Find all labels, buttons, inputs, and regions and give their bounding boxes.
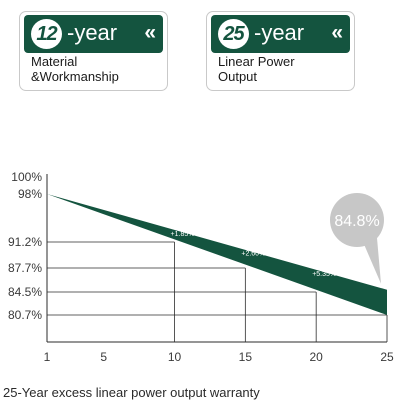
y-tick-label: 98% (18, 187, 42, 201)
y-tick-label: 100% (11, 170, 42, 184)
y-tick-label: 80.7% (8, 308, 42, 322)
warranty-badge-power: 25 -year « Linear Power Output (206, 11, 355, 91)
x-tick-label: 15 (239, 350, 253, 364)
double-chevron-left-icon: « (144, 21, 156, 44)
badge-description: Material &Workmanship (31, 54, 119, 84)
warranty-badge-material: 12 -year « Material &Workmanship (19, 11, 168, 91)
x-tick-label: 5 (100, 350, 107, 364)
delta-annotation: +1.85% (171, 231, 195, 238)
delta-annotation: +5.35% (312, 271, 336, 278)
callout-pointer (363, 238, 381, 284)
badge-description: Linear Power Output (218, 54, 295, 84)
y-tick-label: 91.2% (8, 235, 42, 249)
year-number-circle: 12 (31, 19, 62, 49)
x-tick-label: 20 (309, 350, 323, 364)
badge-header: 12 -year « (24, 15, 163, 53)
callout-bubble (330, 193, 384, 247)
x-tick-label: 10 (168, 350, 182, 364)
y-tick-label: 84.5% (8, 285, 42, 299)
y-tick-label: 87.7% (8, 261, 42, 275)
year-label: -year (254, 20, 305, 45)
x-tick-label: 1 (44, 350, 51, 364)
badge-header: 25 -year « (211, 15, 350, 53)
year-number-circle: 25 (218, 19, 249, 49)
chart-caption: 25-Year excess linear power output warra… (3, 385, 260, 400)
excess-warranty-area (47, 194, 387, 315)
x-tick-label: 25 (380, 350, 394, 364)
delta-annotation: +2.60% (241, 251, 265, 258)
double-chevron-left-icon: « (331, 21, 343, 44)
callout-label: 84.8% (334, 213, 379, 230)
warranty-chart: 100%98%91.2%87.7%84.5%80.7%1 5 10 15 20 25+1.… (8, 170, 394, 364)
year-label: -year (67, 20, 118, 45)
